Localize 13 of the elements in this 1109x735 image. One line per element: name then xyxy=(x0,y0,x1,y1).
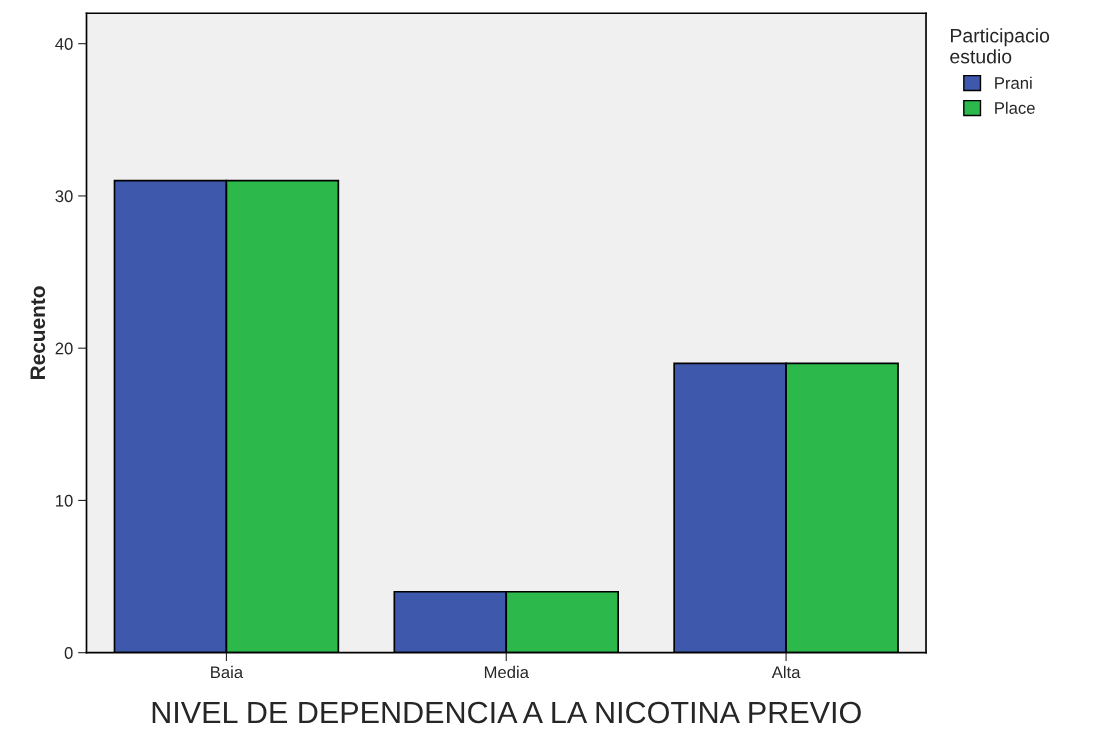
x-tick-label: Baia xyxy=(211,665,244,679)
legend-title: Participacio estudio xyxy=(950,28,1050,64)
legend-label: Prani xyxy=(995,76,1032,89)
legend-label: Place xyxy=(995,101,1035,114)
y-tick-label: 10 xyxy=(56,494,73,507)
y-tick-label: 20 xyxy=(55,342,73,355)
x-tick-label: Media xyxy=(484,665,529,679)
y-tick-label: 0 xyxy=(64,647,73,659)
x-tick-label: Alta xyxy=(771,665,801,679)
y-axis-title: Recuento xyxy=(30,286,46,380)
y-tick-label: 30 xyxy=(55,190,73,203)
y-tick-label: 40 xyxy=(55,38,73,50)
x-axis-title: NIVEL DE DEPENDENCIA A LA NICOTINA PREVIO xyxy=(152,701,861,724)
